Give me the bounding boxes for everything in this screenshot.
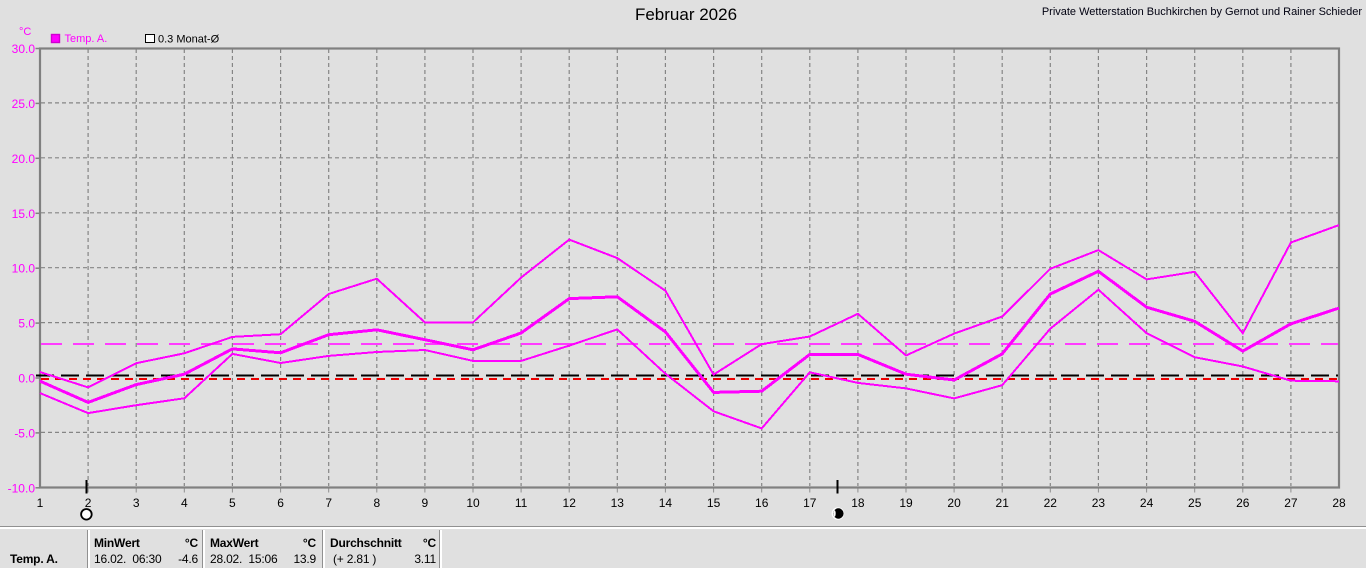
- svg-text:16: 16: [755, 496, 769, 510]
- svg-text:17: 17: [803, 496, 817, 510]
- svg-text:-10.0: -10.0: [8, 481, 36, 495]
- svg-text:0.0: 0.0: [18, 372, 35, 386]
- svg-text:5: 5: [229, 496, 236, 510]
- svg-text:20.0: 20.0: [12, 152, 36, 166]
- svg-text:13: 13: [611, 496, 625, 510]
- svg-text:20: 20: [947, 496, 961, 510]
- svg-text:4: 4: [181, 496, 188, 510]
- svg-text:26: 26: [1236, 496, 1250, 510]
- svg-text:11: 11: [515, 496, 528, 510]
- svg-text:6: 6: [277, 496, 284, 510]
- svg-text:5.0: 5.0: [18, 317, 35, 331]
- svg-text:10: 10: [466, 496, 480, 510]
- svg-text:19: 19: [899, 496, 913, 510]
- svg-text:9: 9: [422, 496, 429, 510]
- svg-text:25.0: 25.0: [12, 97, 36, 111]
- svg-text:0.3 Monat-Ø: 0.3 Monat-Ø: [158, 34, 220, 46]
- svg-text:Temp. A.: Temp. A.: [65, 33, 108, 45]
- svg-text:27: 27: [1284, 496, 1298, 510]
- svg-text:14: 14: [659, 496, 673, 510]
- svg-text:12: 12: [563, 496, 577, 510]
- svg-text:8: 8: [373, 496, 380, 510]
- svg-text:15: 15: [707, 496, 721, 510]
- svg-text:23: 23: [1092, 496, 1106, 510]
- svg-text:1: 1: [37, 496, 44, 510]
- svg-text:2: 2: [85, 496, 92, 510]
- svg-text:28: 28: [1332, 496, 1346, 510]
- svg-text:24: 24: [1140, 496, 1154, 510]
- svg-text:22: 22: [1044, 496, 1058, 510]
- svg-text:15.0: 15.0: [12, 207, 36, 221]
- svg-text:25: 25: [1188, 496, 1202, 510]
- svg-text:7: 7: [325, 496, 332, 510]
- svg-text:°C: °C: [19, 26, 31, 38]
- svg-text:3: 3: [133, 496, 140, 510]
- svg-text:21: 21: [996, 496, 1010, 510]
- svg-text:-5.0: -5.0: [14, 426, 35, 440]
- svg-text:30.0: 30.0: [12, 42, 36, 56]
- svg-text:18: 18: [851, 496, 865, 510]
- svg-text:10.0: 10.0: [12, 262, 36, 276]
